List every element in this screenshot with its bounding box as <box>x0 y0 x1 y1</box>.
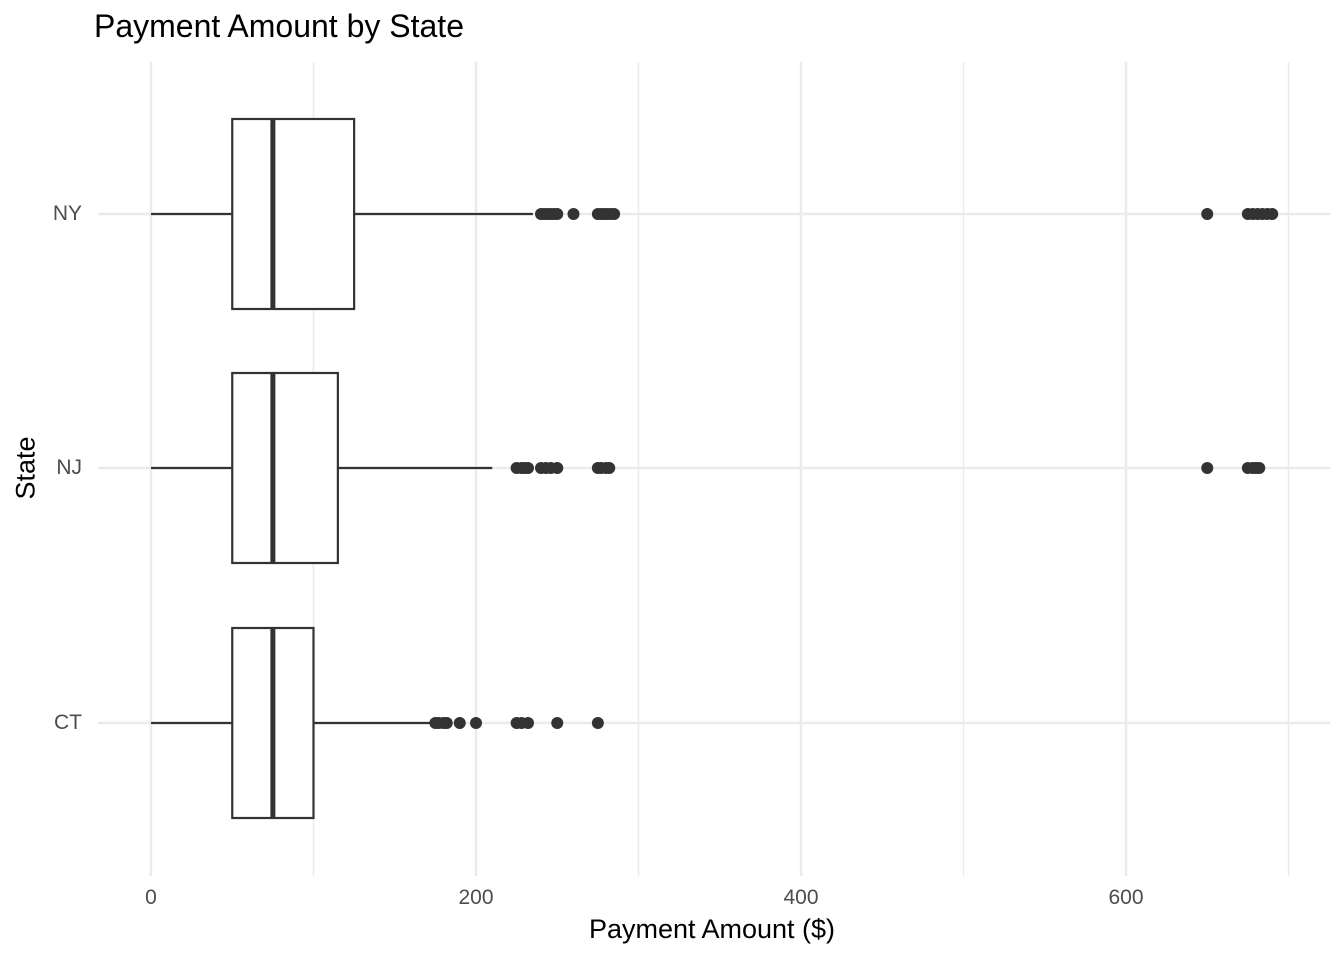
outlier-point <box>567 208 580 220</box>
y-tick-label: NY <box>52 202 82 225</box>
iqr-box <box>231 117 356 311</box>
outlier-point <box>1253 462 1266 474</box>
outlier-point <box>551 462 564 474</box>
x-tick-label: 600 <box>1108 886 1144 909</box>
chart-title: Payment Amount by State <box>94 8 464 44</box>
boxplot-nj <box>151 371 1266 565</box>
outlier-point <box>591 717 604 729</box>
outlier-point <box>1201 462 1214 474</box>
y-tick-label: NJ <box>56 456 82 479</box>
outlier-point <box>551 717 564 729</box>
outlier-point <box>453 717 466 729</box>
outlier-point <box>551 208 564 220</box>
x-tick-label: 0 <box>145 886 157 909</box>
boxplots <box>151 117 1279 820</box>
y-tick-label: CT <box>54 711 82 734</box>
outlier-point <box>522 462 534 474</box>
x-axis-label: Payment Amount ($) <box>588 914 836 944</box>
x-tick-label: 400 <box>783 886 819 909</box>
outlier-point <box>470 717 482 729</box>
outlier-point <box>1201 208 1214 220</box>
iqr-box <box>231 371 339 565</box>
y-axis-label: State <box>10 436 41 500</box>
outlier-point <box>522 717 534 729</box>
outlier-point <box>1266 208 1279 220</box>
boxplot-ct <box>151 626 604 820</box>
x-tick-label: 200 <box>458 886 494 909</box>
outlier-point <box>440 717 453 729</box>
boxplot-ny <box>151 117 1279 311</box>
outlier-point <box>603 462 616 474</box>
outlier-point <box>608 208 621 220</box>
